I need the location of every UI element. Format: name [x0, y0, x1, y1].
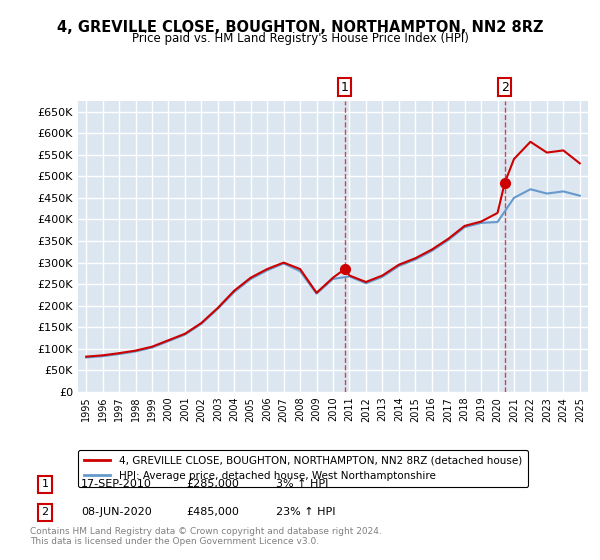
Text: Price paid vs. HM Land Registry's House Price Index (HPI): Price paid vs. HM Land Registry's House … [131, 32, 469, 45]
Text: £485,000: £485,000 [186, 507, 239, 517]
Text: 17-SEP-2010: 17-SEP-2010 [81, 479, 152, 489]
Text: Contains HM Land Registry data © Crown copyright and database right 2024.
This d: Contains HM Land Registry data © Crown c… [30, 526, 382, 546]
Text: 2: 2 [501, 81, 509, 94]
Text: 08-JUN-2020: 08-JUN-2020 [81, 507, 152, 517]
Text: £285,000: £285,000 [186, 479, 239, 489]
Text: 4, GREVILLE CLOSE, BOUGHTON, NORTHAMPTON, NN2 8RZ: 4, GREVILLE CLOSE, BOUGHTON, NORTHAMPTON… [57, 20, 543, 35]
Legend: 4, GREVILLE CLOSE, BOUGHTON, NORTHAMPTON, NN2 8RZ (detached house), HPI: Average: 4, GREVILLE CLOSE, BOUGHTON, NORTHAMPTON… [78, 450, 528, 487]
Text: 2: 2 [41, 507, 49, 517]
Text: 1: 1 [41, 479, 49, 489]
Text: 23% ↑ HPI: 23% ↑ HPI [276, 507, 335, 517]
Text: 3% ↑ HPI: 3% ↑ HPI [276, 479, 328, 489]
Text: 1: 1 [341, 81, 349, 94]
